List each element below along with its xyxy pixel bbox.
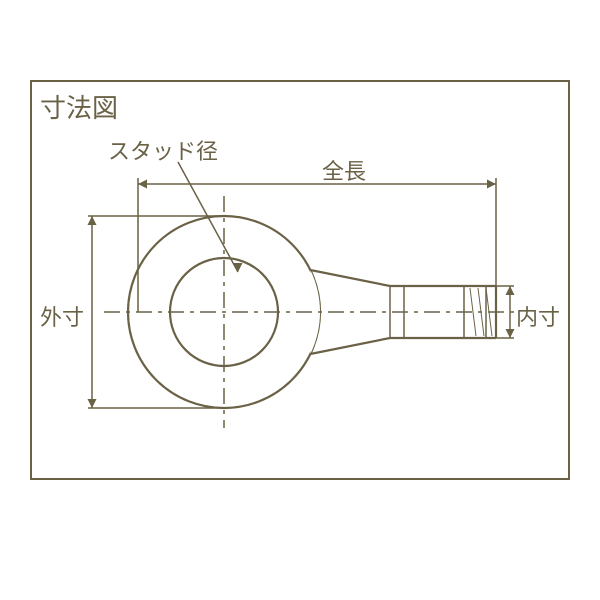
title-label: 寸法図 (40, 88, 118, 125)
inner-dim-label: 内寸 (516, 300, 560, 332)
outer-dim-label: 外寸 (40, 300, 84, 332)
stud-dia-label: スタッド径 (108, 134, 218, 166)
overall-length-label: 全長 (322, 154, 366, 186)
diagram-canvas: 寸法図 スタッド径 全長 外寸 内寸 (0, 0, 600, 600)
